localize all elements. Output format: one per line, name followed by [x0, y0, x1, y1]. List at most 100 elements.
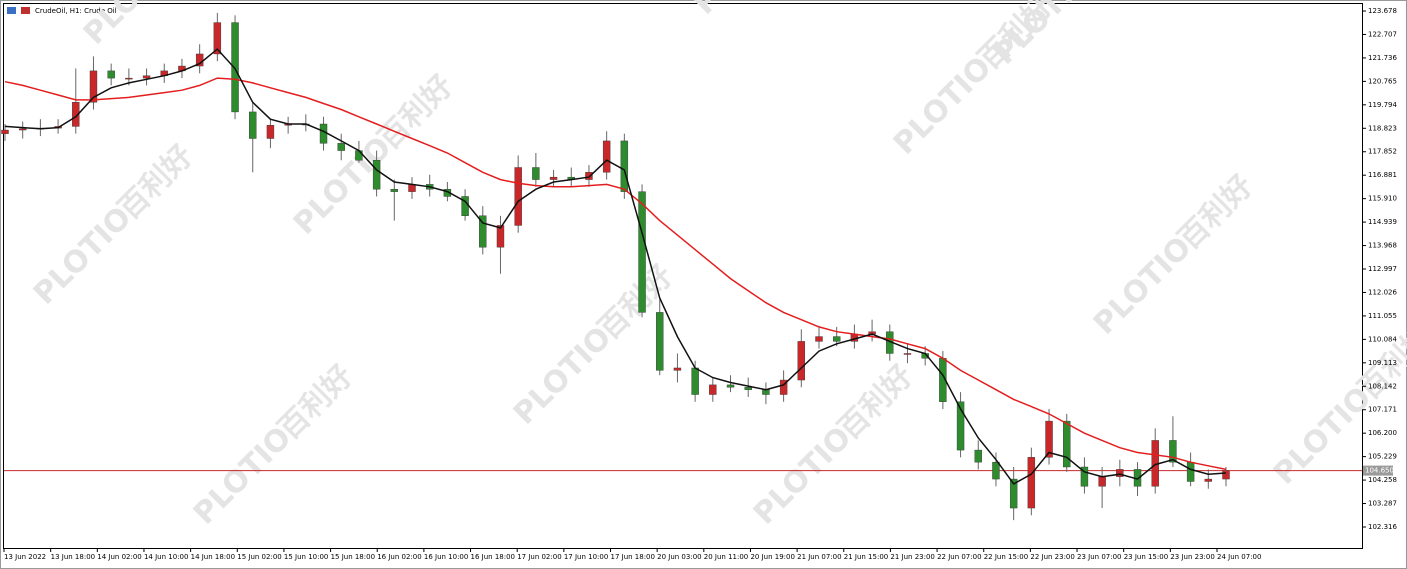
chart-title: CrudeOil, H1: Crude Oil: [35, 7, 117, 15]
candle-body: [1098, 476, 1106, 487]
y-tick-label: 119.794: [1368, 101, 1397, 109]
candle-body: [18, 128, 27, 131]
y-tick-label: 105.229: [1368, 453, 1397, 461]
candle-body: [832, 336, 841, 342]
candle-body: [992, 461, 1000, 480]
y-tick-label: 106.200: [1368, 429, 1397, 437]
candle-body: [726, 384, 735, 388]
moving-average: [4, 77, 1227, 471]
candle-body: [656, 312, 664, 371]
y-tick-label: 108.142: [1368, 382, 1397, 390]
candle-body: [956, 401, 965, 451]
x-tick-label: 20 Jun 03:00: [657, 553, 701, 561]
x-tick-label: 17 Jun 02:00: [517, 553, 561, 561]
candle-body: [1186, 461, 1195, 482]
x-tick-label: 15 Jun 10:00: [284, 553, 328, 561]
candle-body: [673, 367, 682, 371]
y-tick-label: 112.997: [1368, 265, 1397, 273]
y-tick-label: 104.258: [1368, 476, 1397, 484]
y-tick-label: 110.084: [1368, 335, 1397, 343]
x-tick-label: 22 Jun 15:00: [984, 553, 1028, 561]
candle-body: [72, 102, 80, 127]
icon: [7, 7, 16, 14]
icon: [21, 7, 30, 14]
x-tick-label: 23 Jun 23:00: [1170, 553, 1214, 561]
y-tick-label: 113.968: [1368, 242, 1397, 250]
candle-body: [1169, 440, 1177, 463]
candle-body: [266, 125, 275, 139]
y-tick-label: 109.113: [1368, 359, 1397, 367]
candle-body: [125, 77, 133, 80]
candle-body: [1116, 469, 1124, 477]
y-tick-label: 112.026: [1368, 288, 1397, 296]
x-tick-label: 17 Jun 18:00: [611, 553, 655, 561]
x-tick-label: 14 Jun 10:00: [144, 553, 188, 561]
y-tick-label: 107.171: [1368, 406, 1397, 414]
y-tick-label: 114.939: [1368, 218, 1397, 226]
moving-average: [4, 48, 1227, 485]
y-tick-label: 122.707: [1368, 30, 1397, 38]
candle-body: [974, 449, 982, 463]
x-tick-label: 16 Jun 10:00: [424, 553, 468, 561]
y-tick-label: 120.765: [1368, 77, 1397, 85]
candle-body: [585, 172, 593, 180]
candle-body: [142, 75, 151, 79]
x-tick-label: 21 Jun 15:00: [844, 553, 888, 561]
candle-body: [249, 111, 257, 139]
y-tick-label: 111.055: [1368, 312, 1397, 320]
current-price-box: [1363, 465, 1393, 476]
plot-border: [3, 3, 1363, 549]
x-tick-label: 20 Jun 19:00: [750, 553, 794, 561]
x-tick-label: 14 Jun 18:00: [191, 553, 235, 561]
x-tick-label: 15 Jun 18:00: [331, 553, 375, 561]
candle-body: [496, 225, 505, 248]
candle-body: [532, 167, 540, 180]
x-tick-label: 13 Jun 2022: [4, 553, 46, 561]
candle-body: [231, 22, 239, 113]
x-tick-label: 22 Jun 23:00: [1030, 553, 1074, 561]
candle-body: [390, 189, 399, 192]
y-tick-label: 117.852: [1368, 148, 1397, 156]
candle-body: [319, 123, 328, 144]
x-tick-label: 21 Jun 07:00: [797, 553, 841, 561]
candle-body: [797, 341, 806, 381]
x-tick-label: 17 Jun 10:00: [564, 553, 608, 561]
y-tick-label: 103.287: [1368, 500, 1397, 508]
candle-body: [815, 336, 823, 342]
y-tick-label: 115.910: [1368, 195, 1397, 203]
y-tick-label: 116.881: [1368, 171, 1397, 179]
y-tick-label: 118.823: [1368, 124, 1397, 132]
x-tick-label: 13 Jun 18:00: [51, 553, 95, 561]
x-tick-label: 24 Jun 07:00: [1217, 553, 1261, 561]
x-tick-label: 20 Jun 11:00: [704, 553, 748, 561]
y-tick-label: 123.678: [1368, 7, 1397, 15]
x-tick-label: 22 Jun 07:00: [937, 553, 981, 561]
candle-body: [709, 384, 717, 395]
candle-body: [691, 367, 699, 395]
candle-body: [638, 191, 646, 313]
candle-body: [1204, 478, 1213, 482]
candle-body: [602, 140, 611, 173]
x-tick-label: 21 Jun 23:00: [890, 553, 934, 561]
x-tick-label: 23 Jun 15:00: [1124, 553, 1168, 561]
candle-body: [903, 353, 912, 355]
candle-body: [107, 70, 115, 79]
candle-body: [549, 176, 558, 180]
candle-body: [1045, 420, 1053, 458]
candle-body: [372, 160, 381, 190]
candle-body: [355, 150, 363, 161]
y-tick-label: 102.316: [1368, 523, 1397, 531]
x-tick-label: 23 Jun 07:00: [1077, 553, 1121, 561]
x-tick-label: 16 Jun 02:00: [377, 553, 421, 561]
candle-body: [1080, 466, 1089, 487]
candle-body: [1063, 420, 1071, 468]
candle-body: [1222, 470, 1230, 480]
candle-body: [479, 215, 487, 248]
candle-body: [89, 70, 98, 103]
candle-body: [213, 22, 222, 55]
y-tick-label: 121.736: [1368, 54, 1397, 62]
x-tick-label: 14 Jun 02:00: [97, 553, 141, 561]
candle-body: [337, 143, 345, 151]
candle-body: [1009, 478, 1018, 509]
